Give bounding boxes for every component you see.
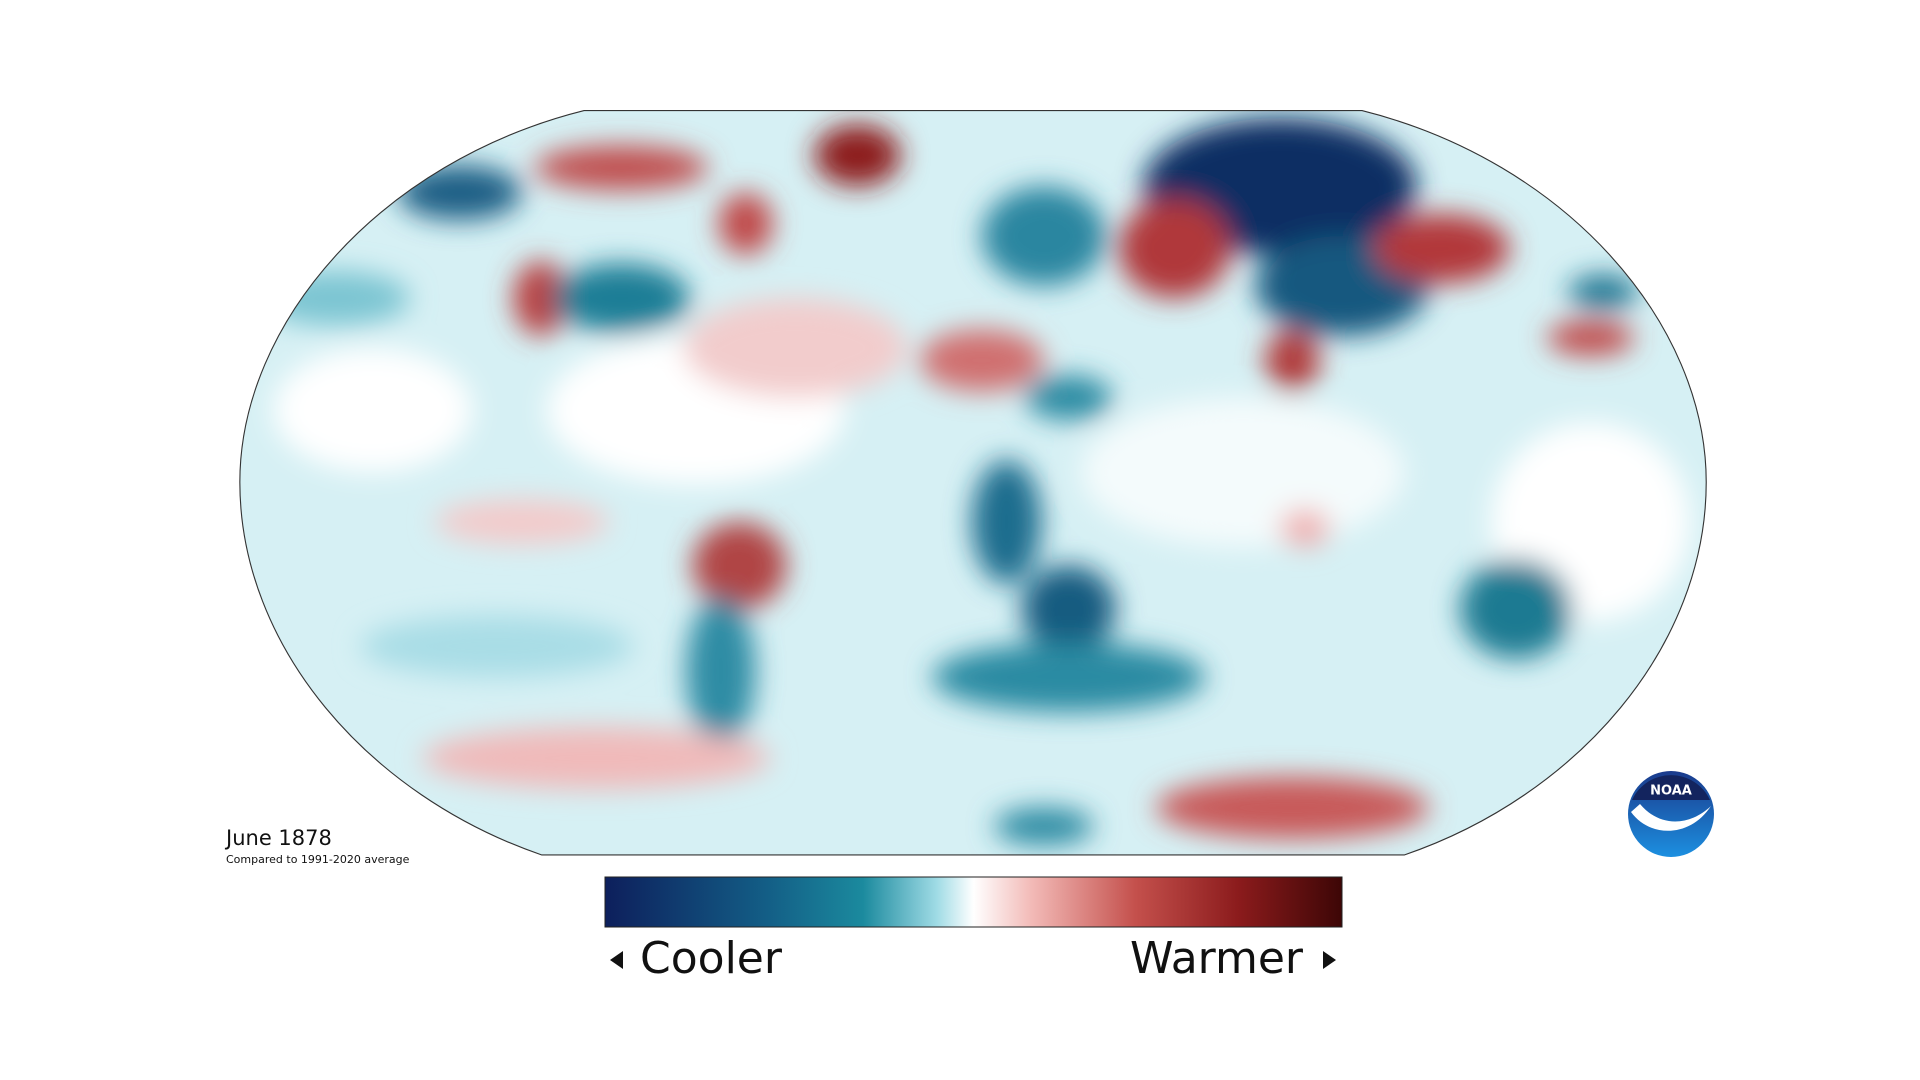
map-date: June 1878 [224, 826, 332, 850]
legend-cool-label: Cooler [640, 933, 783, 984]
anomaly-field [239, 110, 1707, 855]
color-scale [604, 876, 1343, 928]
warm-arrow [1323, 951, 1336, 969]
map-subtitle: Compared to 1991-2020 average [226, 853, 410, 866]
map [239, 110, 1707, 856]
legend-warm-label: Warmer [1130, 933, 1304, 984]
map-outline [239, 110, 1707, 856]
noaa-logo: NOAA [1628, 771, 1714, 857]
cool-arrow [610, 951, 623, 969]
logo-text: NOAA [1650, 784, 1692, 799]
